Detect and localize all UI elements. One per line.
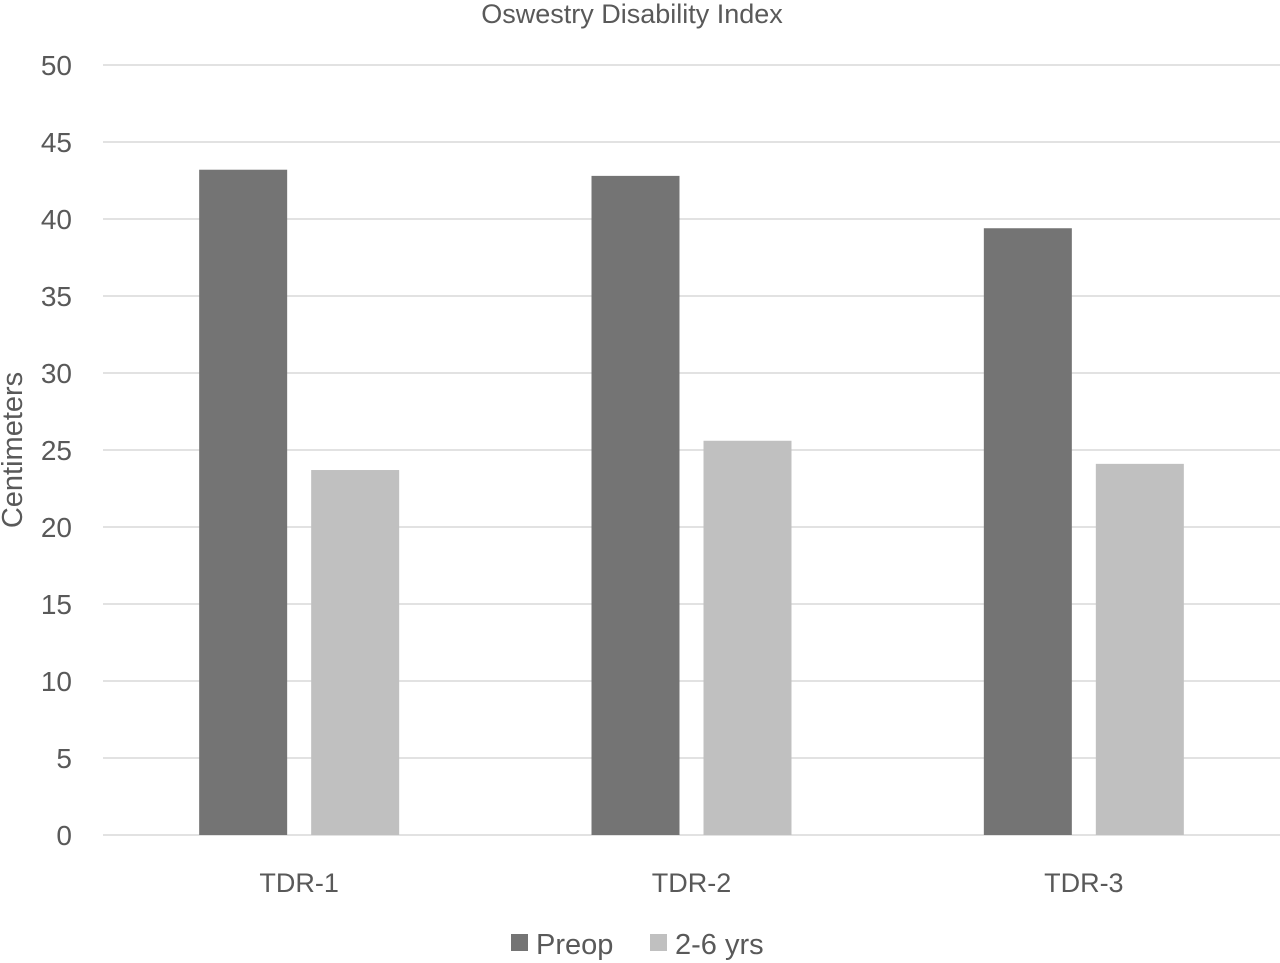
- y-tick-label: 10: [41, 666, 72, 697]
- x-axis-ticks: TDR-1 TDR-2 TDR-3: [259, 868, 1123, 898]
- bar-tdr-2-series-1: [591, 175, 680, 835]
- y-tick-label: 5: [56, 743, 72, 774]
- legend: Preop 2-6 yrs: [511, 929, 764, 961]
- bar-tdr-3-series-2: [1095, 463, 1184, 835]
- bar-tdr-1-series-1: [199, 169, 288, 836]
- y-tick-label: 30: [41, 358, 72, 389]
- legend-swatch: [650, 934, 667, 951]
- gridlines: [103, 64, 1280, 836]
- x-tick-label: TDR-1: [259, 868, 339, 898]
- y-tick-label: 45: [41, 127, 72, 158]
- y-axis-ticks: 0 5 10 15 20 25 30 35 40 45 50: [41, 50, 72, 851]
- legend-label: 2-6 yrs: [675, 929, 764, 961]
- y-axis-label: Centimeters: [0, 372, 29, 528]
- bar-tdr-3-series-1: [983, 228, 1072, 836]
- legend-swatch: [511, 934, 528, 951]
- y-tick-label: 40: [41, 204, 72, 235]
- chart-title: Oswestry Disability Index: [481, 0, 783, 29]
- y-tick-label: 50: [41, 50, 72, 81]
- y-tick-label: 0: [56, 820, 72, 851]
- bars: [199, 169, 1184, 836]
- y-tick-label: 35: [41, 281, 72, 312]
- x-tick-label: TDR-2: [652, 868, 732, 898]
- y-tick-label: 20: [41, 512, 72, 543]
- bar-tdr-1-series-2: [311, 470, 400, 835]
- x-tick-label: TDR-3: [1044, 868, 1124, 898]
- y-tick-label: 25: [41, 435, 72, 466]
- y-tick-label: 15: [41, 589, 72, 620]
- bar-tdr-2-series-2: [703, 440, 792, 835]
- legend-label: Preop: [536, 929, 613, 961]
